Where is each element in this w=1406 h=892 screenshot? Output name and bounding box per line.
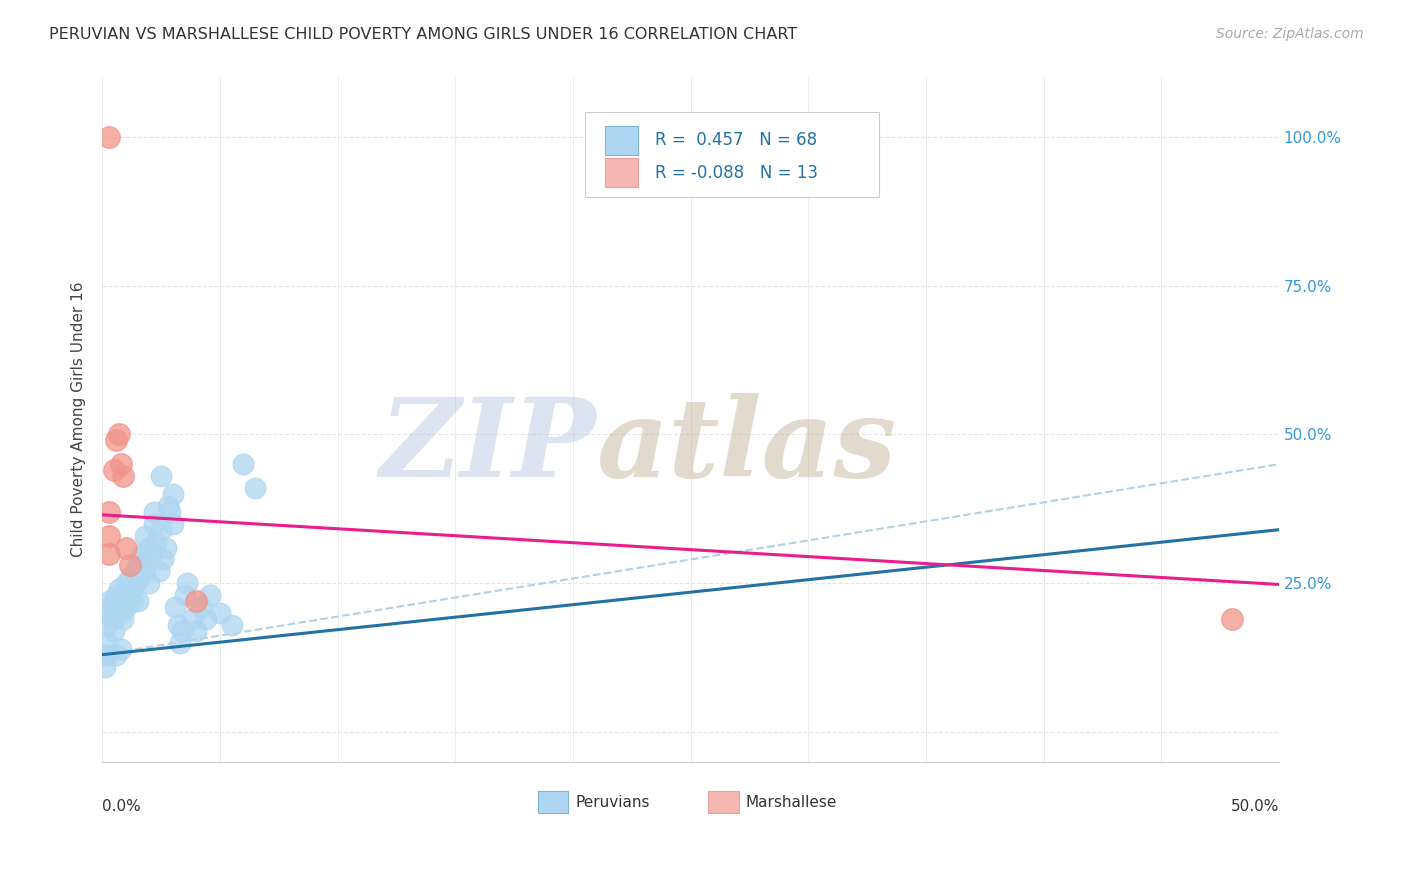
- Point: [105, 434, 128, 448]
- Point: [107, 600, 129, 615]
- Point: [138, 576, 160, 591]
- Point: [124, 565, 146, 579]
- Point: [157, 499, 180, 513]
- Point: [98, 505, 121, 519]
- Point: [120, 558, 142, 573]
- Point: [105, 648, 128, 662]
- Point: [127, 558, 149, 573]
- Point: [186, 594, 208, 608]
- Point: [121, 594, 143, 608]
- Point: [150, 523, 173, 537]
- Point: [112, 612, 135, 626]
- Point: [159, 505, 181, 519]
- Point: [96, 648, 118, 662]
- Point: [107, 582, 129, 597]
- Text: Peruvians: Peruvians: [575, 795, 650, 810]
- Point: [120, 570, 142, 584]
- Point: [136, 552, 159, 566]
- Point: [155, 541, 177, 555]
- Point: [186, 624, 208, 638]
- Point: [148, 565, 170, 579]
- Point: [180, 612, 202, 626]
- Point: [127, 594, 149, 608]
- Point: [176, 576, 198, 591]
- Point: [93, 648, 115, 662]
- Point: [112, 469, 135, 483]
- Y-axis label: Child Poverty Among Girls Under 16: Child Poverty Among Girls Under 16: [72, 282, 86, 558]
- Point: [117, 594, 139, 608]
- Point: [98, 547, 121, 561]
- Text: Source: ZipAtlas.com: Source: ZipAtlas.com: [1216, 27, 1364, 41]
- Text: Marshallese: Marshallese: [745, 795, 837, 810]
- Point: [162, 487, 184, 501]
- Text: 0.0%: 0.0%: [103, 799, 141, 814]
- FancyBboxPatch shape: [605, 158, 637, 187]
- Point: [110, 641, 132, 656]
- Point: [162, 516, 184, 531]
- Point: [98, 606, 121, 620]
- Text: 50.0%: 50.0%: [1230, 799, 1279, 814]
- Point: [232, 457, 254, 471]
- Point: [221, 618, 243, 632]
- Point: [166, 618, 188, 632]
- Point: [134, 529, 156, 543]
- Point: [194, 612, 217, 626]
- Point: [98, 594, 121, 608]
- Point: [143, 505, 166, 519]
- Point: [103, 624, 125, 638]
- Point: [110, 457, 132, 471]
- Point: [138, 541, 160, 555]
- FancyBboxPatch shape: [537, 791, 568, 814]
- Text: R =  0.457   N = 68: R = 0.457 N = 68: [655, 131, 817, 149]
- Point: [98, 529, 121, 543]
- FancyBboxPatch shape: [605, 126, 637, 155]
- Point: [152, 552, 174, 566]
- Point: [134, 565, 156, 579]
- Point: [110, 606, 132, 620]
- Point: [96, 636, 118, 650]
- FancyBboxPatch shape: [585, 112, 879, 197]
- FancyBboxPatch shape: [709, 791, 738, 814]
- Point: [141, 547, 163, 561]
- Point: [131, 547, 153, 561]
- Point: [169, 636, 191, 650]
- Point: [150, 469, 173, 483]
- Text: PERUVIAN VS MARSHALLESE CHILD POVERTY AMONG GIRLS UNDER 16 CORRELATION CHART: PERUVIAN VS MARSHALLESE CHILD POVERTY AM…: [49, 27, 797, 42]
- Point: [243, 481, 266, 495]
- Text: atlas: atlas: [596, 393, 897, 500]
- Point: [121, 582, 143, 597]
- Point: [165, 600, 187, 615]
- Point: [100, 612, 122, 626]
- Point: [124, 576, 146, 591]
- Point: [110, 594, 132, 608]
- Point: [96, 618, 118, 632]
- Point: [128, 570, 150, 584]
- Point: [172, 624, 194, 638]
- Point: [145, 534, 167, 549]
- Point: [120, 588, 142, 602]
- Point: [200, 588, 222, 602]
- Point: [114, 600, 136, 615]
- Point: [103, 463, 125, 477]
- Point: [1220, 612, 1243, 626]
- Point: [103, 594, 125, 608]
- Point: [190, 600, 212, 615]
- Point: [143, 516, 166, 531]
- Point: [107, 427, 129, 442]
- Point: [98, 130, 121, 145]
- Point: [114, 541, 136, 555]
- Point: [114, 576, 136, 591]
- Point: [173, 588, 195, 602]
- Text: ZIP: ZIP: [380, 393, 596, 500]
- Text: R = -0.088   N = 13: R = -0.088 N = 13: [655, 163, 818, 182]
- Point: [112, 588, 135, 602]
- Point: [105, 588, 128, 602]
- Point: [208, 606, 231, 620]
- Point: [105, 606, 128, 620]
- Point: [100, 600, 122, 615]
- Point: [93, 659, 115, 673]
- Point: [117, 582, 139, 597]
